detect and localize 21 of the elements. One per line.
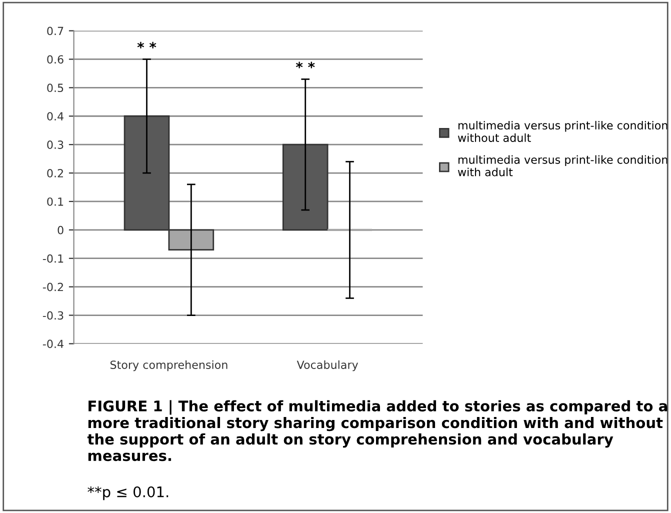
y-tick-label: 0.5: [47, 84, 64, 92]
y-tick-label: -0.2: [42, 282, 63, 292]
text: **p ≤ 0.01.: [88, 486, 168, 500]
bar: [282, 144, 328, 231]
y-tick-label: 0.3: [47, 140, 64, 149]
y-tick-label: 0.7: [47, 26, 64, 36]
y-tick-label: 0.1: [47, 197, 64, 206]
y-tick-label: 0: [58, 226, 64, 234]
x-tick-label: Story comprehension: [110, 360, 228, 372]
y-tick-label: 0.2: [47, 168, 63, 178]
y-tick-label: -0.3: [42, 311, 64, 320]
annotation: * *: [137, 42, 156, 48]
text: FIGURE 1 | The effect of multimedia added to stories as compared to a more traditional story sharing comparison condition with and without the support of an adult on story comprehension and vocabulary measures.: [87, 400, 668, 462]
annotation: * *: [296, 62, 315, 68]
y-tick-label: -0.1: [42, 254, 64, 263]
legend-label: multimedia versus print-like condition with adult: [458, 155, 668, 176]
y-tick-label: -0.4: [42, 340, 64, 348]
y-tick-label: 0.6: [47, 55, 64, 64]
y-tick-label: 0.4: [47, 112, 64, 121]
x-tick-label: Vocabulary: [296, 360, 358, 372]
legend-label: multimedia versus print-like condition without adult: [458, 120, 668, 142]
